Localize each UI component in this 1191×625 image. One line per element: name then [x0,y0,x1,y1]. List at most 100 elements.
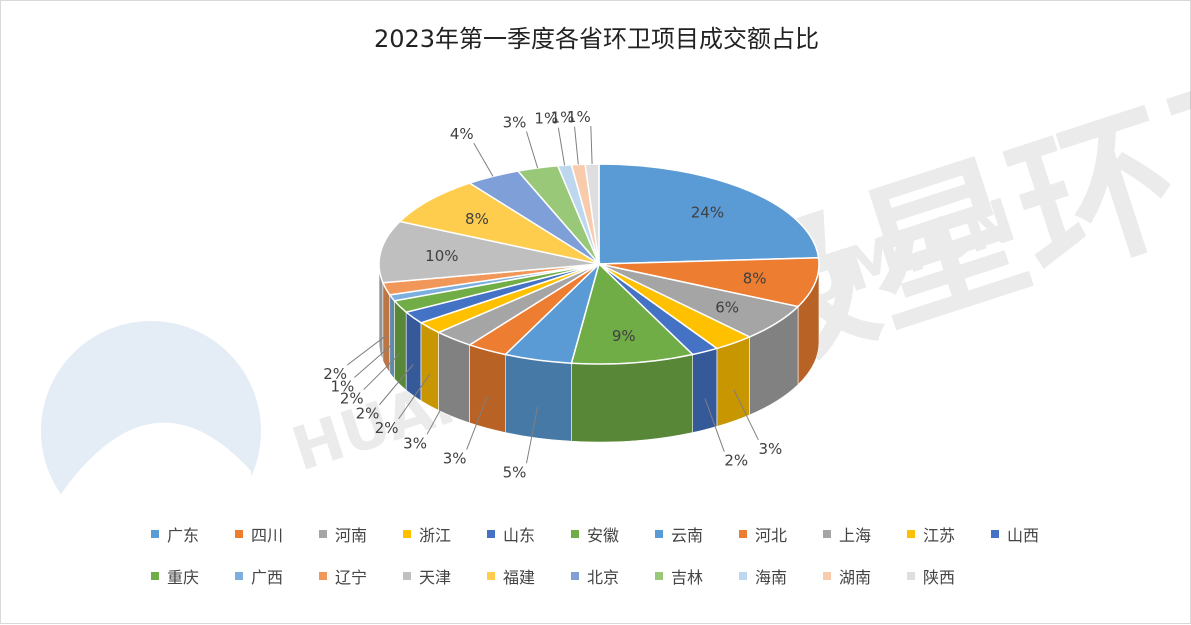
legend-label: 河南 [335,526,368,545]
leader-line-16 [473,142,494,177]
legend: 广东 四川 河南 浙江 山东 安徽 云南 河北 上海 江苏 山西重庆 广西 辽宁 天津 福建 北京 吉林 海南 湖南… [151,513,1091,597]
leader-line-18 [557,127,566,166]
legend-swatch [907,530,915,538]
legend-swatch [739,572,747,580]
leader-line-4 [704,398,725,452]
legend-label: 广东 [167,526,200,545]
legend-item: 江苏 [907,522,991,546]
legend-row: 广东 四川 河南 浙江 山东 安徽 云南 河北 上海 江苏 山西 [151,513,1091,555]
legend-swatch [739,530,747,538]
legend-label: 江苏 [923,526,956,545]
legend-item: 上海 [823,522,907,546]
data-label-3: 3% [758,440,782,458]
data-label-17: 3% [503,113,527,131]
data-label-14: 10% [425,247,458,265]
legend-swatch [151,530,159,538]
leader-line-3 [733,389,759,441]
data-label-0: 24% [691,204,724,222]
legend-item: 山西 [991,522,1075,546]
legend-swatch [487,530,495,538]
leader-line-13 [346,335,387,366]
leader-line-17 [525,131,539,169]
data-label-9: 2% [375,419,399,437]
legend-item: 云南 [655,522,739,546]
leader-line-12 [354,344,393,378]
legend-label: 安徽 [587,526,620,545]
legend-item: 湖南 [823,564,907,588]
legend-label: 上海 [839,526,872,545]
data-label-13: 2% [323,365,347,383]
legend-label: 浙江 [419,526,452,545]
data-label-6: 5% [503,463,527,481]
legend-swatch [235,530,243,538]
data-label-12: 1% [330,378,354,396]
legend-item: 北京 [571,564,655,588]
data-label-5: 9% [612,327,636,345]
legend-label: 山西 [1007,526,1040,545]
legend-label: 吉林 [671,568,704,587]
data-label-19: 1% [551,109,575,127]
legend-item: 天津 [403,564,487,588]
pie-wall-7 [469,344,506,433]
pie-wall-10 [405,311,422,402]
leader-line-20 [590,126,593,165]
legend-item: 四川 [235,522,319,546]
legend-label: 湖南 [839,568,872,587]
pie-slice-1 [598,256,820,308]
legend-swatch [487,572,495,580]
legend-swatch [991,530,999,538]
legend-swatch [403,530,411,538]
pie-wall-12 [389,293,395,380]
data-label-7: 3% [443,450,467,468]
legend-label: 北京 [587,568,620,587]
legend-label: 辽宁 [335,568,368,587]
legend-item: 吉林 [655,564,739,588]
data-label-20: 1% [567,108,591,126]
legend-swatch [655,572,663,580]
pie-wall-6 [505,354,572,442]
leader-line-6 [525,406,539,464]
legend-swatch [823,530,831,538]
legend-item: 山东 [487,522,571,546]
legend-label: 广西 [251,568,284,587]
legend-swatch [319,572,327,580]
legend-item: 福建 [487,564,571,588]
legend-swatch [571,572,579,580]
legend-item: 重庆 [151,564,235,588]
data-label-11: 2% [340,390,364,408]
pie-wall-13 [382,282,391,374]
legend-label: 云南 [671,526,704,545]
data-label-10: 2% [356,405,380,423]
data-label-15: 8% [465,210,489,228]
pie-slice-15 [398,182,600,265]
legend-label: 河北 [755,526,788,545]
pie-wall-11 [394,300,407,391]
pie-slice-5 [570,262,695,365]
leader-line-7 [466,396,488,450]
legend-label: 山东 [503,526,536,545]
chart-title: 2023年第一季度各省环卫项目成交额占比 [373,25,820,53]
leader-line-11 [363,353,401,390]
data-label-8: 3% [403,434,427,452]
leader-line-8 [426,385,454,435]
data-label-1: 8% [743,269,767,287]
legend-item: 河北 [739,522,823,546]
legend-swatch [403,572,411,580]
legend-item: 安徽 [571,522,655,546]
pie-wall-8 [438,331,470,424]
leader-line-9 [398,374,430,420]
legend-row: 重庆 广西 辽宁 天津 福建 北京 吉林 海南 湖南 陕西 [151,555,1091,597]
legend-swatch [151,572,159,580]
legend-swatch [571,530,579,538]
leader-line-19 [574,126,579,165]
pie-slice-0 [598,163,820,265]
legend-label: 陕西 [923,568,956,587]
legend-item: 海南 [739,564,823,588]
legend-item: 广东 [151,522,235,546]
legend-label: 四川 [251,526,284,545]
legend-swatch [235,572,243,580]
pie-wall-9 [420,322,439,411]
legend-swatch [907,572,915,580]
